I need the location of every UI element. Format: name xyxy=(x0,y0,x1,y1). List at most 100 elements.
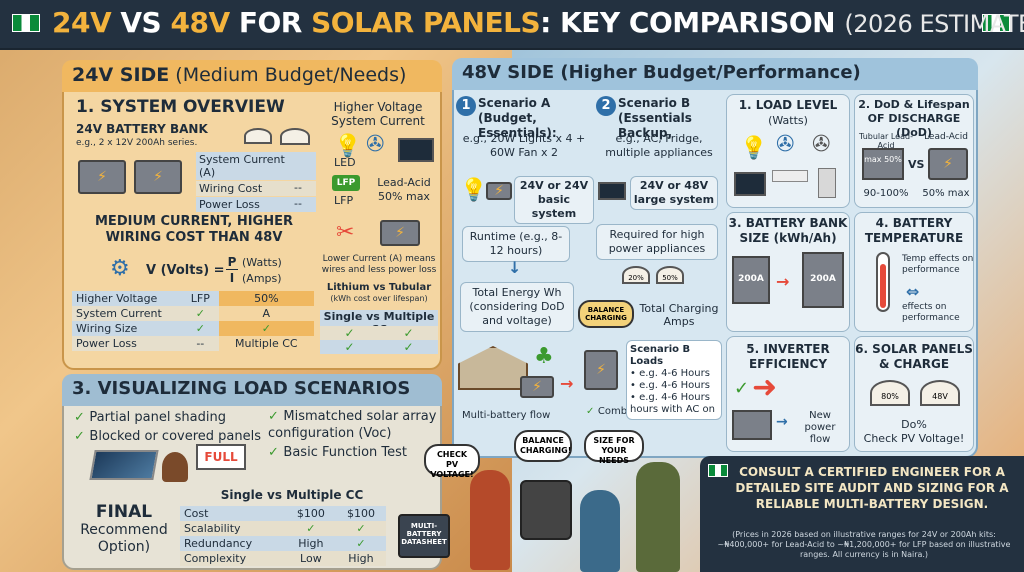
table-cell: $100 xyxy=(296,507,325,520)
lower-current-note: Lower Current (A) means wires and less p… xyxy=(321,254,437,275)
formula-watts: (Watts) xyxy=(242,256,282,269)
speech-bubble: BALANCE CHARGING! xyxy=(514,430,572,462)
battery-icon xyxy=(486,182,512,200)
gauge-icon xyxy=(244,128,272,144)
system-stats: System Current (A) Wiring Cost -- Power L… xyxy=(196,152,316,212)
lfp-label: LFP xyxy=(334,194,354,207)
battery-icon xyxy=(78,160,126,194)
left-head-bold: 24V SIDE xyxy=(72,64,170,86)
table-cell: ✓ xyxy=(195,307,205,320)
bulb-icon: 💡 xyxy=(740,136,768,161)
gauge-icon: 20% xyxy=(622,266,650,284)
load-level-sub: (Watts) xyxy=(768,114,808,127)
table-row: Redundancy High ✓ xyxy=(180,536,386,551)
bulb-icon: 💡 xyxy=(334,134,362,159)
table-cell: ✓ xyxy=(195,322,205,335)
dod-range-1: 90-100% xyxy=(863,188,909,199)
stat-row: Wiring Cost -- xyxy=(196,181,316,196)
inverter-title: 5. INVERTER EFFICIENCY xyxy=(746,342,830,371)
table-cell: -- xyxy=(196,337,205,350)
table-row: Scalability ✓ ✓ xyxy=(180,521,386,536)
person-icon xyxy=(162,452,188,482)
load-level-title: 1. LOAD LEVEL xyxy=(738,98,838,112)
battery-icon xyxy=(520,376,554,398)
lfp-battery-icon: LFP xyxy=(332,175,360,191)
system-overview-title: 1. SYSTEM OVERVIEW xyxy=(76,97,285,117)
scenario-b-desc: e.g., AC, Fridge, multiple appliances xyxy=(605,132,713,159)
fan-icon: ✇ xyxy=(366,132,385,157)
scenario-a-desc: e.g., 20W Lights x 4 + 60W Fan x 2 xyxy=(462,132,586,159)
flag-icon xyxy=(708,464,728,477)
battery-bank-sub: e.g., 2 x 12V 200Ah series. xyxy=(76,138,198,148)
formula-amps: (Amps) xyxy=(242,272,282,285)
table-cell: $100 xyxy=(346,507,375,520)
title-part: 24V xyxy=(52,6,112,39)
gauge-icon: 48V xyxy=(920,380,960,406)
page-title: 24V VS 48V FOR SOLAR PANELS: KEY COMPARI… xyxy=(52,6,1024,44)
left-head-rest: (Medium Budget/Needs) xyxy=(169,64,407,86)
person-icon xyxy=(580,490,620,572)
title-part: FOR xyxy=(229,6,312,39)
table-cell: 50% xyxy=(218,291,314,306)
temp-effect-1: Temp effects on performance xyxy=(902,254,974,275)
loads-title: Scenario B Loads xyxy=(630,344,691,367)
bulb-icon: 💡 xyxy=(460,178,488,203)
table-cell: Power Loss xyxy=(76,337,137,350)
table-cell: Wiring Size xyxy=(76,322,138,335)
loads-item: • e.g. 4-6 Hours xyxy=(630,380,710,391)
header-bar xyxy=(0,0,1024,50)
check-item-label: Basic Function Test xyxy=(283,445,407,460)
stat-row: Power Loss -- xyxy=(196,197,316,212)
table-cell: LFP xyxy=(190,292,210,305)
vs-label: VS xyxy=(908,158,925,171)
grid-row: ✓ ✓ xyxy=(320,326,438,340)
battery-stack-icon xyxy=(380,220,420,246)
single-multi-grid: ✓ ✓ ✓ ✓ xyxy=(320,326,438,354)
bank-size-title: 3. BATTERY BANK SIZE (kWh/Ah) xyxy=(728,216,848,245)
title-part: SOLAR PANELS xyxy=(311,6,541,39)
higher-voltage-title: Higher Voltage System Current xyxy=(331,100,425,128)
fan-icon: ✇ xyxy=(776,132,795,157)
stat-key: Power Loss xyxy=(199,198,260,211)
person-icon xyxy=(636,462,680,572)
temp-title: 4. BATTERY TEMPERATURE xyxy=(864,216,964,245)
table-row: Power Loss -- Multiple CC xyxy=(72,336,314,351)
check-icon: ✓ xyxy=(586,406,598,417)
scenario-b-number: 2 xyxy=(596,96,616,116)
full-display: FULL xyxy=(196,444,246,470)
total-charging-amps: Total Charging Amps xyxy=(639,302,719,328)
down-arrow-icon: ↓ xyxy=(508,258,522,277)
fan-icon: ✇ xyxy=(812,132,831,157)
lithium-title: Lithium vs Tubular xyxy=(326,282,432,293)
speech-bubble: CHECK PV VOLTAGE! xyxy=(424,444,480,479)
solar-panel-icon xyxy=(89,450,159,480)
bottom-panel-header: 3. VISUALIZING LOAD SCENARIOS xyxy=(62,374,442,406)
loads-item: hours with AC on xyxy=(630,404,715,415)
final-table: Cost $100 $100 Scalability ✓ ✓ Redundancy Hig… xyxy=(180,506,386,566)
formula-lhs: V (Volts) = xyxy=(146,263,225,278)
medium-current-heading: MEDIUM CURRENT, HIGHER WIRING COST THAN … xyxy=(95,214,293,245)
runtime-box: Runtime (e.g., 8-12 hours) xyxy=(462,226,570,262)
required-box: Required for high power appliances xyxy=(596,224,718,260)
thermometer-icon xyxy=(876,252,890,312)
flag-icon xyxy=(12,14,40,32)
battery-stack-icon xyxy=(584,350,618,390)
battery-icon xyxy=(928,148,968,180)
right-panel-header: 48V SIDE (Higher Budget/Performance) xyxy=(452,58,978,90)
lead-acid-label-2: Lead-Acid xyxy=(924,132,968,142)
table-row: Cost $100 $100 xyxy=(180,506,386,521)
tubular-label: Tubular Lead-Acid xyxy=(859,132,913,150)
led-label: LED xyxy=(334,156,356,169)
title-part: 48V xyxy=(170,6,230,39)
battery-icon xyxy=(134,160,182,194)
gauge-icon: 80% xyxy=(870,380,910,406)
battery-bank-title: 24V BATTERY BANK xyxy=(76,122,208,136)
table-cell: Cost xyxy=(184,507,209,520)
table-cell: ✓ xyxy=(306,522,316,535)
consult-box xyxy=(700,456,1024,572)
table-cell: Multiple CC xyxy=(218,336,314,351)
total-energy-box: Total Energy Wh (considering DoD and vol… xyxy=(460,282,574,332)
tv-icon xyxy=(734,172,766,196)
stat-key: Wiring Cost xyxy=(199,182,263,195)
meter-panel-icon xyxy=(520,480,572,540)
